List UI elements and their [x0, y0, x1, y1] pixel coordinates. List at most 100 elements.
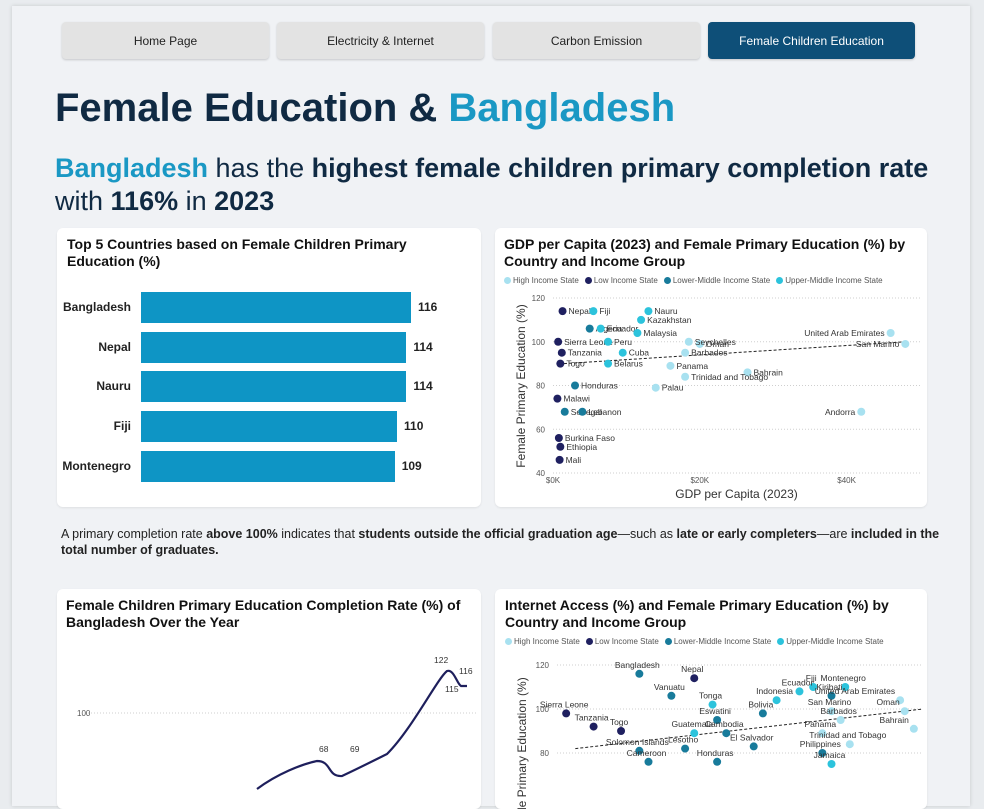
bar-label-bangladesh: Bangladesh [62, 300, 131, 314]
bar-value-montenegro: 109 [401, 458, 422, 473]
legend-item-high[interactable]: High Income State [504, 276, 579, 285]
gdp-ytick-40: 40 [536, 469, 545, 478]
bar-nepal[interactable] [141, 331, 407, 363]
note-bold-2: students outside the official graduation… [358, 527, 618, 541]
legend2-item-lower-middle[interactable]: Lower-Middle Income State [664, 637, 771, 646]
bangladesh-rate-line [256, 669, 467, 790]
legend-dot-upper-middle [776, 277, 784, 284]
bangladesh-line-chart-card: Female Children Primary Education Comple… [57, 589, 481, 809]
legend2-item-low[interactable]: Low Income State [585, 637, 659, 646]
net-point-fiji [809, 683, 818, 691]
net-ytick-120: 120 [536, 661, 550, 670]
legend2-label-low: Low Income State [594, 637, 659, 646]
net-point-bangladesh [635, 669, 644, 678]
gdp-point-label-trinidad-and-tobago: Trinidad and Tobago [691, 372, 768, 382]
net-point-label-united-arab-emirates: United Arab Emirates [815, 686, 895, 696]
note-bold-4: included in the total number of graduate… [61, 527, 940, 557]
gdp-point-label-united-arab-emirates: United Arab Emirates [804, 328, 884, 338]
gdp-point-bahrain [743, 368, 752, 377]
gdp-point-nauru [644, 307, 653, 316]
net-point-trinidad-and-tobago [845, 740, 854, 749]
net-point-kiribati [827, 691, 836, 700]
headline-text-2: with [55, 186, 111, 216]
net-point-label-fiji: Fiji [806, 673, 817, 683]
gdp-point-label-fiji: Fiji [599, 306, 610, 316]
net-ytick-80: 80 [540, 749, 549, 758]
net-point-oman [900, 707, 909, 716]
internet-scatter-legend: High Income State Low Income State Lower… [505, 637, 884, 646]
net-y-axis-label: Female Primary Education (%) [515, 677, 529, 809]
note-bold-1: above 100% [206, 527, 278, 541]
net-point-san-marino [827, 707, 836, 716]
bar-nauru[interactable] [141, 371, 407, 403]
gdp-point-peru [604, 337, 613, 346]
net-point-label-togo: Togo [610, 717, 629, 727]
net-point-label-ecuador: Ecuador [782, 677, 814, 687]
internet-scatter-plot[interactable]: 80 100 120 Female Primary Education (%) Bang… [495, 589, 927, 809]
gdp-point-ecuador [596, 324, 605, 333]
gdp-point-label-panama: Panama [676, 361, 708, 371]
nav-female-children-education-button[interactable]: Female Children Education [708, 22, 915, 59]
gdp-point-togo [556, 359, 565, 368]
gdp-ytick-80: 80 [536, 382, 545, 391]
net-point-cambodia [722, 729, 731, 738]
bar-fiji[interactable] [141, 411, 398, 443]
net-point-sierra-leone [562, 709, 571, 718]
bar-bangladesh[interactable] [141, 292, 411, 323]
headline-text-3: in [178, 186, 215, 216]
legend-item-lower-middle[interactable]: Lower-Middle Income State [663, 276, 770, 285]
headline: Bangladesh has the highest female childr… [55, 152, 935, 218]
nav-carbon-emission-button[interactable]: Carbon Emission [493, 22, 700, 59]
legend-dot-lower-middle [663, 277, 671, 284]
line-data-label-68: 68 [319, 744, 329, 754]
gdp-point-malawi [553, 394, 562, 403]
gdp-point-label-san-marino: San Marino [856, 339, 900, 349]
net-point-togo [617, 727, 626, 735]
bar-label-nauru: Nauru [96, 379, 131, 394]
bar-value-nepal: 114 [413, 339, 433, 354]
gdp-ytick-100: 100 [532, 338, 546, 347]
gdp-point-senegal [560, 407, 569, 416]
line-data-label-115: 115 [445, 684, 459, 694]
note-text-4: —are [816, 527, 851, 541]
internet-scatter-title: Internet Access (%) and Female Primary E… [505, 597, 889, 630]
legend-dot-high [504, 277, 511, 284]
gdp-point-label-bahrain: Bahrain [754, 367, 784, 377]
gdp-point-label-burkina-faso: Burkina Faso [565, 433, 615, 443]
legend2-item-upper-middle[interactable]: Upper-Middle Income State [777, 637, 884, 646]
legend-item-upper-middle[interactable]: Upper-Middle Income State [776, 276, 883, 285]
gdp-point-trinidad-and-tobago [681, 372, 690, 381]
gdp-point-label-palau: Palau [662, 383, 684, 393]
gdp-point-label-togo: Togo [566, 359, 585, 369]
net-point-label-trinidad-and-tobago: Trinidad and Tobago [809, 730, 886, 740]
note-text-2: indicates that [277, 527, 359, 541]
gdp-point-honduras [571, 381, 580, 390]
legend-label-high: High Income State [513, 276, 579, 285]
bar-value-fiji: 110 [404, 419, 424, 434]
legend2-label-high: High Income State [514, 637, 580, 646]
gdp-point-label-sierra-leone: Sierra Leone [564, 337, 613, 347]
gdp-point-ethiopia [556, 442, 565, 451]
gdp-point-label-nepal: Nepal [569, 306, 591, 316]
nav-home-page-button[interactable]: Home Page [62, 22, 269, 59]
net-point-guatemala [690, 729, 699, 738]
legend2-item-high[interactable]: High Income State [505, 637, 580, 646]
gdp-point-burkina-faso [554, 434, 563, 442]
gdp-point-label-nauru: Nauru [654, 306, 677, 316]
gdp-xtick-0k: $0K [546, 476, 561, 485]
net-point-label-lesotho: Lesotho [668, 735, 699, 745]
net-point-label-solomon-islands: Solomon Islands [606, 737, 669, 747]
gdp-point-kazakhstan [637, 315, 646, 324]
nav-electricity-internet-button[interactable]: Electricity & Internet [277, 22, 484, 59]
net-point-label-kiribati: Kiribati [817, 682, 843, 692]
net-ytick-100: 100 [536, 705, 550, 714]
legend-item-low[interactable]: Low Income State [584, 276, 658, 285]
bar-montenegro[interactable] [141, 450, 395, 482]
bar-label-nepal: Nepal [98, 339, 131, 354]
bar-label-fiji: Fiji [113, 419, 131, 434]
gdp-point-andorra [857, 407, 866, 416]
gdp-point-label-honduras: Honduras [581, 381, 618, 391]
legend2-dot-high [505, 638, 512, 645]
gdp-scatter-plot[interactable]: 40 60 80 100 120 $0K $20K $40K GDP per Capita (2… [495, 228, 927, 507]
